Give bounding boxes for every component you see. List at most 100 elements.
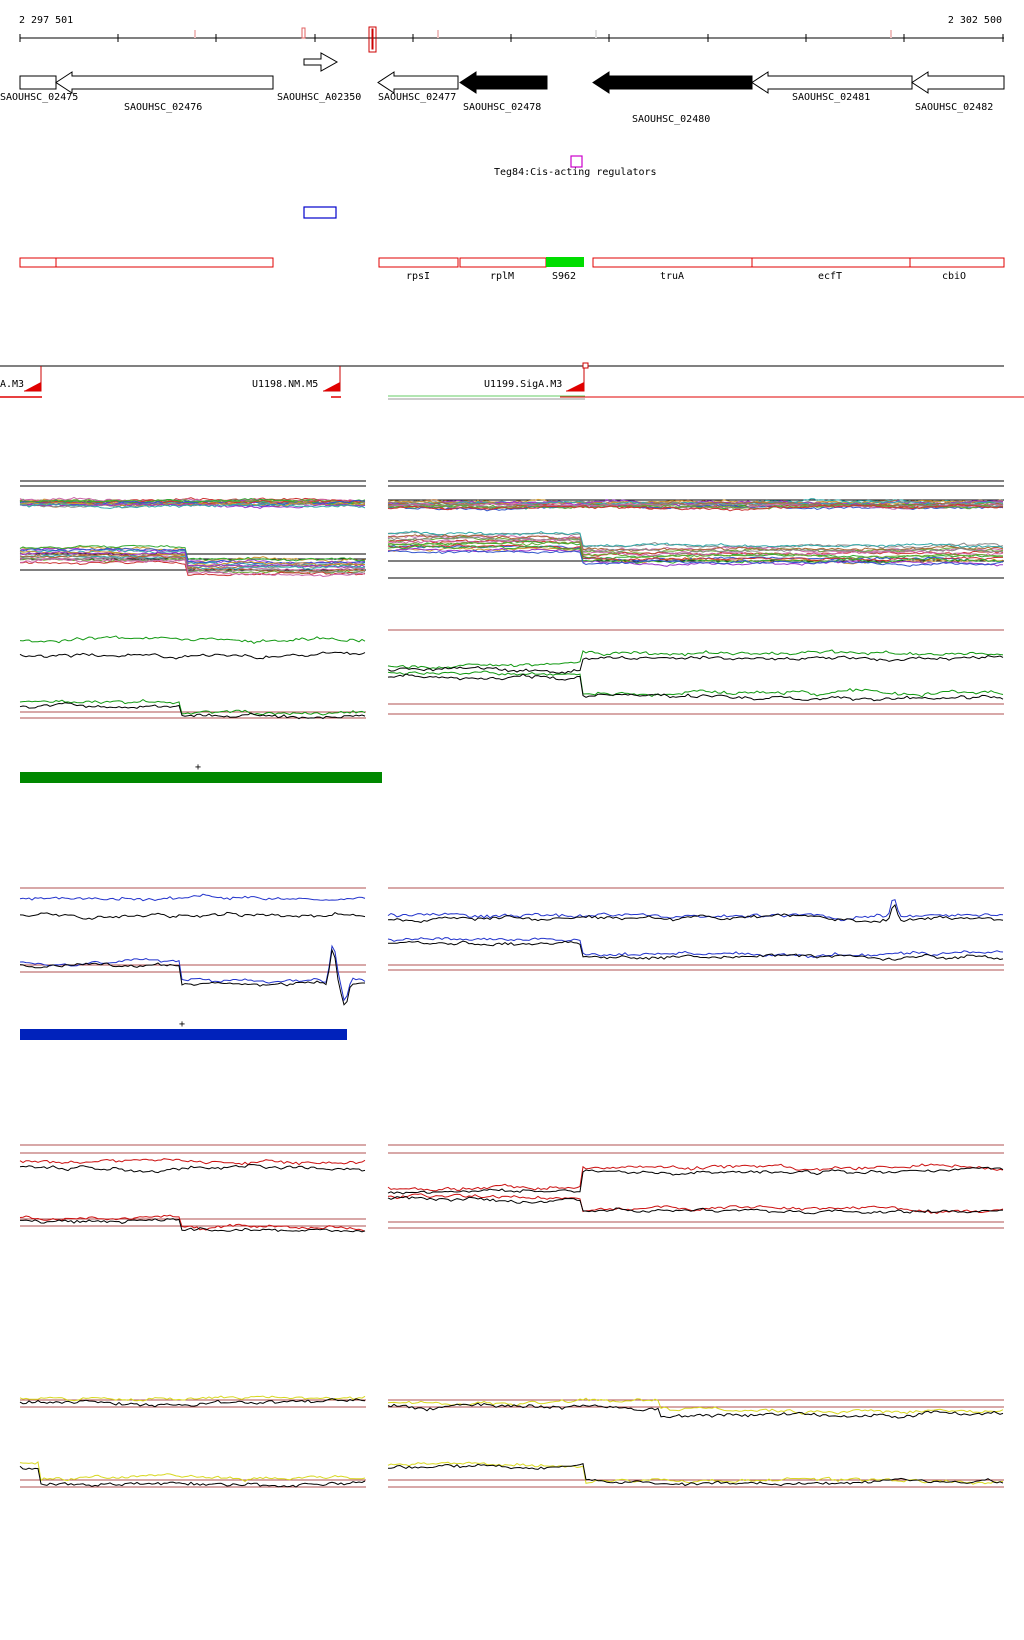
green-condition-bar[interactable]	[20, 772, 382, 783]
expression-series-line	[19, 893, 366, 902]
expression-series-line	[19, 948, 365, 1006]
ruler-marker	[194, 30, 196, 38]
operon-segment[interactable]	[19, 257, 57, 268]
expression-series-line	[387, 1166, 1004, 1195]
blue-condition-bar[interactable]	[20, 1029, 347, 1040]
expression-series-line	[387, 501, 1004, 509]
gene-label: SAOUHSC_02478	[463, 102, 541, 113]
ruler-marker	[368, 26, 377, 53]
condition-bars: + +	[20, 762, 382, 1040]
gene-arrow-SAOUHSC_02481[interactable]	[751, 71, 913, 94]
expression-series-line	[387, 530, 1004, 549]
operon-segment[interactable]	[55, 257, 274, 268]
rna-segment[interactable]	[546, 257, 584, 267]
expression-series-line	[387, 673, 1004, 702]
expression-series-line	[19, 911, 366, 920]
expression-series-line	[19, 1395, 366, 1402]
expression-series-line	[19, 944, 366, 1002]
expression-series-line	[387, 503, 1004, 512]
ruler-marker	[437, 30, 439, 38]
expression-series-line	[19, 501, 366, 507]
operon-segment-label: ecfT	[818, 271, 842, 282]
operon-segment-label: truA	[660, 271, 684, 282]
expression-series-line	[387, 904, 1004, 923]
promoter-arrow-icon	[566, 382, 584, 391]
plus-strand-mark: +	[179, 1019, 185, 1030]
expression-series-line	[19, 651, 366, 660]
expression-series-line	[19, 503, 366, 510]
expression-series-line	[19, 1158, 366, 1166]
operon-track: rpsI rplM S962 truA ecfT cbiO	[19, 257, 1005, 282]
expression-series-line	[387, 538, 1004, 557]
operon-segment[interactable]	[751, 257, 911, 268]
promoter-marker	[582, 362, 589, 369]
expression-series-line	[387, 655, 1004, 674]
gene-label: SAOUHSC_02476	[124, 102, 202, 113]
expression-series-line	[19, 1398, 366, 1408]
expression-panels	[19, 480, 1004, 1488]
expression-series-line	[387, 544, 1004, 565]
gene-label: SAOUHSC_02482	[915, 102, 993, 113]
expression-series-line	[387, 543, 1004, 562]
transcription-unit-label: U1199.SigA.M3	[484, 379, 562, 390]
gene-arrow-SAOUHSC_02476[interactable]	[55, 71, 274, 94]
ruler-start-coordinate: 2 297 501	[19, 15, 73, 26]
expression-series-line	[387, 536, 1004, 555]
transcription-unit-label: U1198.NM.M5	[252, 379, 318, 390]
expression-series-line	[387, 549, 1004, 567]
operon-segment[interactable]	[459, 257, 547, 268]
operon-segment-label: rplM	[490, 271, 514, 282]
gene-label: SAOUHSC_02480	[632, 114, 710, 125]
operon-segment-label: S962	[552, 271, 576, 282]
gene-arrow-SAOUHSC_02482[interactable]	[911, 71, 1005, 94]
expression-series-line	[20, 560, 366, 577]
ruler-marker	[371, 28, 374, 50]
expression-series-line	[19, 556, 366, 576]
ruler-marker	[595, 30, 597, 38]
expression-series-line	[387, 1163, 1004, 1192]
gene-arrow-SAOUHSC_02480[interactable]	[592, 71, 753, 94]
gene-arrow-SAOUHSC_02475[interactable]	[19, 75, 57, 90]
expression-series-line	[387, 899, 1004, 922]
transcription-unit-track: A.M3 U1198.NM.M5 U1199.SigA.M3	[0, 362, 1024, 400]
expression-series-line	[19, 1461, 366, 1482]
expression-series-line	[387, 1461, 1004, 1485]
expression-series-line	[387, 1397, 1004, 1415]
operon-segment-label: rpsI	[406, 271, 430, 282]
expression-series-line	[19, 1465, 366, 1488]
operon-segment[interactable]	[378, 257, 459, 268]
expression-series-line	[387, 1195, 1004, 1215]
gene-arrow-SAOUHSC_02477[interactable]	[377, 71, 459, 94]
expression-series-line	[19, 544, 366, 562]
expression-series-line	[387, 538, 1004, 557]
ruler-marker	[890, 30, 892, 38]
gene-arrow-SAOUHSC_02478[interactable]	[459, 71, 548, 94]
operon-segment[interactable]	[909, 257, 1005, 268]
gene-arrow-SAOUHSC_A02350[interactable]	[303, 52, 339, 72]
ruler-end-coordinate: 2 302 500	[948, 15, 1002, 26]
plus-strand-mark: +	[195, 762, 201, 773]
blue-feature-box[interactable]	[303, 206, 337, 219]
expression-series-line	[388, 1463, 1004, 1487]
regulator-label: Teg84:Cis-acting regulators	[494, 167, 657, 178]
expression-series-line	[387, 541, 1004, 560]
ruler-ticks	[19, 30, 1004, 42]
expression-series-line	[19, 1163, 366, 1174]
expression-series-line	[387, 670, 1004, 698]
expression-series-line	[387, 649, 1004, 670]
expression-series-line	[19, 550, 366, 569]
expression-series-line	[387, 530, 1004, 549]
expression-series-line	[19, 702, 366, 720]
expression-series-line	[387, 937, 1004, 959]
transcription-unit-label: A.M3	[0, 379, 24, 390]
operon-segment[interactable]	[592, 257, 753, 268]
expression-series-line	[387, 547, 1004, 567]
promoter-arrow-icon	[24, 382, 41, 391]
promoter-arrow-icon	[323, 382, 340, 391]
expression-series-line	[387, 1402, 1004, 1419]
operon-segment-label: cbiO	[942, 271, 966, 282]
regulator-marker[interactable]	[570, 155, 583, 168]
gene-label: SAOUHSC_A02350	[277, 92, 361, 103]
expression-series-line	[387, 1193, 1004, 1215]
expression-series-line	[19, 498, 366, 504]
